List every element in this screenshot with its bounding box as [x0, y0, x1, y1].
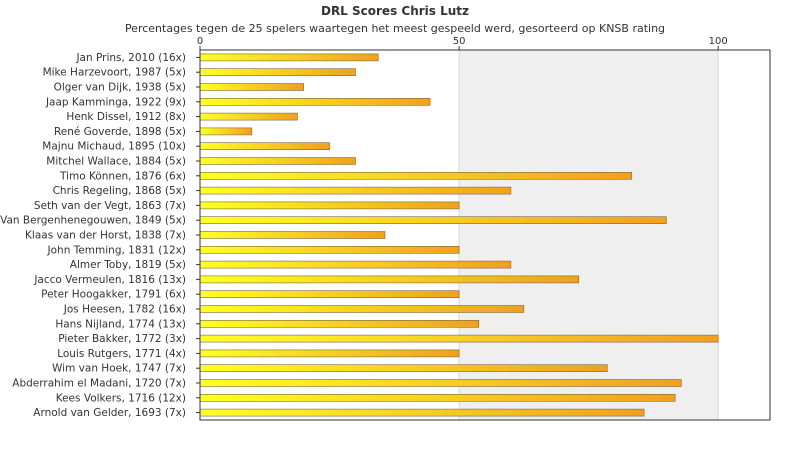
bar [199, 98, 431, 106]
tick-label: 100 [709, 36, 728, 47]
plot-frame [199, 49, 771, 421]
category-label: Timo Können, 1876 (6x) [59, 170, 186, 182]
bar [199, 172, 632, 180]
category-label: John Temming, 1831 (12x) [47, 244, 186, 256]
bar [199, 186, 512, 195]
bar [199, 290, 460, 299]
bar [199, 68, 356, 76]
y-axis-labels: Jan Prins, 2010 (16x) Mike Harzevoort, 19… [0, 52, 200, 419]
bar [199, 201, 460, 210]
category-label: Klaas van der Horst, 1838 (7x) [25, 230, 186, 242]
category-label: Abderrahim el Madani, 1720 (7x) [12, 378, 186, 390]
category-label: Jaap Kamminga, 1922 (9x) [45, 96, 186, 108]
bar [199, 408, 645, 417]
bar [199, 112, 298, 121]
category-label: Louis Rutgers, 1771 (4x) [57, 348, 186, 360]
bar [199, 364, 608, 373]
category-label: Peter Hoogakker, 1791 (6x) [41, 289, 186, 301]
bar [199, 305, 525, 313]
bar [199, 53, 379, 62]
category-label: Chris Regeling, 1868 (5x) [53, 185, 186, 197]
bar [199, 231, 386, 239]
category-label: Van Bergenhenegouwen, 1849 (5x) [0, 215, 186, 227]
bar [199, 275, 580, 284]
grid-band [718, 50, 770, 420]
category-label: Jos Heesen, 1782 (16x) [63, 304, 186, 316]
category-label: Jacco Vermeulen, 1816 (13x) [33, 274, 186, 286]
chart-subtitle: Percentages tegen de 25 spelers waartege… [124, 22, 666, 35]
bar [199, 83, 304, 91]
category-label: Mike Harzevoort, 1987 (5x) [43, 67, 186, 79]
bar [199, 334, 719, 343]
category-label: Hans Nijland, 1774 (13x) [55, 318, 186, 330]
category-label: René Goverde, 1898 (5x) [54, 126, 186, 138]
category-label: Pieter Bakker, 1772 (3x) [58, 333, 186, 345]
category-label: Jan Prins, 2010 (16x) [75, 52, 186, 64]
bar [199, 142, 330, 150]
category-label: Wim van Hoek, 1747 (7x) [52, 363, 186, 375]
tick-label: 0 [197, 36, 203, 47]
category-label: Seth van der Vegt, 1863 (7x) [34, 200, 186, 212]
bar [199, 157, 356, 165]
chart-title: DRL Scores Chris Lutz [320, 4, 469, 18]
grid-bands [200, 50, 770, 420]
bar [199, 393, 676, 402]
bar-series [199, 53, 719, 417]
x-axis-ticks: 0 50 100 [197, 36, 728, 50]
category-label: Almer Toby, 1819 (5x) [70, 259, 186, 271]
tick-label: 50 [453, 36, 466, 47]
grid-band [459, 50, 719, 420]
bar [199, 349, 460, 358]
bar [199, 379, 682, 387]
category-label: Kees Volkers, 1716 (12x) [56, 392, 186, 404]
bar [199, 260, 512, 269]
category-label: Arnold van Gelder, 1693 (7x) [33, 407, 186, 419]
category-label: Olger van Dijk, 1938 (5x) [54, 82, 186, 94]
category-label: Mitchel Wallace, 1884 (5x) [46, 156, 186, 168]
bar [199, 216, 667, 224]
bar [199, 246, 460, 254]
category-label: Majnu Michaud, 1895 (10x) [42, 141, 186, 153]
bar [199, 127, 253, 136]
category-label: Henk Dissel, 1912 (8x) [66, 111, 186, 123]
bar [199, 319, 480, 328]
